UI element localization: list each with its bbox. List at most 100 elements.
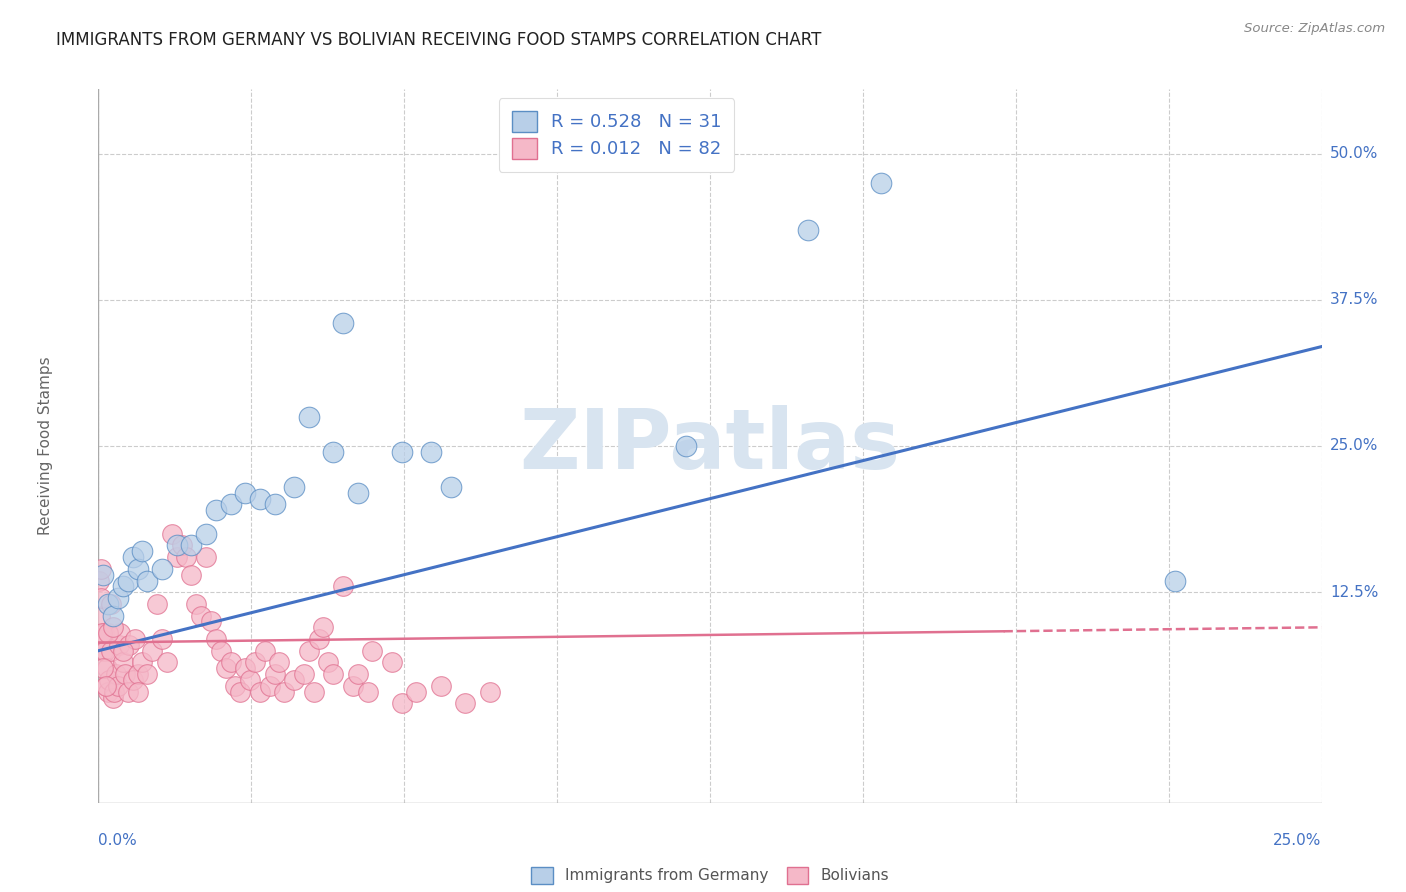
Point — [150, 632, 173, 646]
Point — [160, 526, 183, 541]
Text: IMMIGRANTS FROM GERMANY VS BOLIVIAN RECEIVING FOOD STAMPS CORRELATION CHART: IMMIGRANTS FROM GERMANY VS BOLIVIAN RECE… — [56, 31, 821, 49]
Text: 12.5%: 12.5% — [1330, 585, 1378, 599]
Point — [127, 562, 149, 576]
Point — [186, 597, 208, 611]
Point — [391, 697, 413, 711]
Point — [249, 491, 271, 506]
Point — [224, 679, 246, 693]
Point — [104, 667, 127, 681]
Point — [332, 579, 354, 593]
Point — [298, 644, 321, 658]
Point — [332, 316, 354, 330]
Point — [117, 574, 139, 588]
Point — [150, 562, 173, 576]
Point — [111, 579, 134, 593]
Point — [195, 526, 218, 541]
Text: 25.0%: 25.0% — [1274, 833, 1322, 848]
Point — [93, 626, 115, 640]
Point — [283, 673, 305, 687]
Point — [797, 222, 820, 236]
Point — [96, 661, 118, 675]
Point — [243, 656, 266, 670]
Point — [124, 632, 146, 646]
Point — [170, 538, 193, 552]
Text: Source: ZipAtlas.com: Source: ZipAtlas.com — [1244, 22, 1385, 36]
Point — [308, 632, 330, 646]
Point — [342, 679, 364, 693]
Point — [136, 574, 159, 588]
Point — [195, 550, 218, 565]
Point — [322, 445, 344, 459]
Text: 50.0%: 50.0% — [1330, 146, 1378, 161]
Point — [214, 661, 236, 675]
Point — [90, 591, 112, 605]
Point — [298, 409, 321, 424]
Point — [110, 626, 132, 640]
Point — [91, 567, 114, 582]
Point — [1164, 574, 1187, 588]
Point — [91, 644, 114, 658]
Point — [239, 673, 262, 687]
Point — [391, 445, 413, 459]
Point — [90, 626, 112, 640]
Text: ZIPatlas: ZIPatlas — [520, 406, 900, 486]
Text: 0.0%: 0.0% — [98, 833, 138, 848]
Point — [283, 480, 305, 494]
Point — [263, 498, 285, 512]
Point — [420, 445, 443, 459]
Point — [118, 638, 141, 652]
Point — [205, 503, 228, 517]
Point — [259, 679, 281, 693]
Point — [273, 684, 295, 698]
Point — [219, 656, 242, 670]
Point — [101, 690, 124, 705]
Point — [166, 550, 188, 565]
Point — [312, 620, 335, 634]
Point — [131, 544, 153, 558]
Point — [103, 684, 125, 698]
Text: Receiving Food Stamps: Receiving Food Stamps — [38, 357, 53, 535]
Point — [430, 679, 453, 693]
Point — [675, 439, 697, 453]
Point — [107, 591, 129, 605]
Point — [180, 567, 202, 582]
Point — [101, 620, 124, 634]
Point — [205, 632, 228, 646]
Point — [233, 485, 256, 500]
Point — [381, 656, 404, 670]
Point — [98, 673, 121, 687]
Point — [454, 697, 477, 711]
Point — [346, 485, 368, 500]
Point — [107, 679, 129, 693]
Point — [131, 656, 153, 670]
Point — [121, 550, 143, 565]
Point — [405, 684, 427, 698]
Point — [127, 667, 149, 681]
Point — [176, 550, 198, 565]
Point — [97, 684, 120, 698]
Text: 37.5%: 37.5% — [1330, 293, 1378, 307]
Point — [89, 574, 111, 588]
Legend: Immigrants from Germany, Bolivians: Immigrants from Germany, Bolivians — [526, 861, 894, 890]
Point — [117, 684, 139, 698]
Point — [101, 608, 124, 623]
Point — [146, 597, 169, 611]
Point — [346, 667, 368, 681]
Point — [253, 644, 276, 658]
Point — [96, 679, 118, 693]
Point — [249, 684, 271, 698]
Point — [94, 644, 117, 658]
Point — [209, 644, 232, 658]
Point — [322, 667, 344, 681]
Point — [440, 480, 463, 494]
Point — [292, 667, 315, 681]
Text: 25.0%: 25.0% — [1330, 439, 1378, 453]
Point — [127, 684, 149, 698]
Point — [229, 684, 252, 698]
Point — [200, 615, 222, 629]
Point — [166, 538, 188, 552]
Point — [121, 673, 143, 687]
Point — [89, 608, 111, 623]
Point — [136, 667, 159, 681]
Point — [180, 538, 202, 552]
